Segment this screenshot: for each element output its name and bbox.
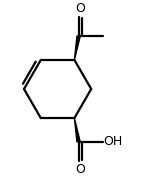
Polygon shape	[74, 118, 80, 142]
Text: O: O	[75, 2, 85, 15]
Polygon shape	[74, 36, 80, 60]
Text: O: O	[75, 163, 85, 176]
Text: OH: OH	[103, 135, 122, 148]
